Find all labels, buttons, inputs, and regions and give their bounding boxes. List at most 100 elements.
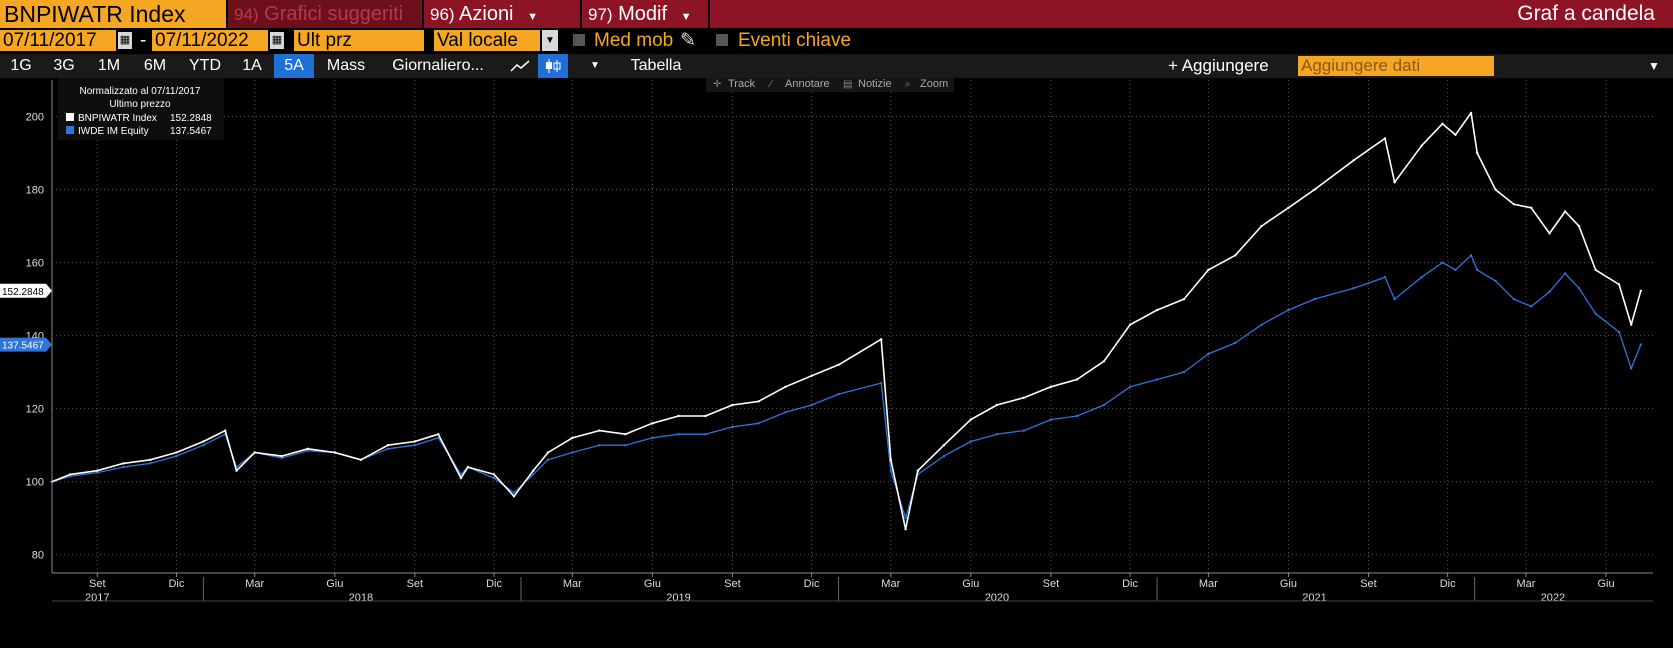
data-point (904, 528, 907, 531)
data-point (969, 418, 972, 421)
x-tick-label: Mar (1199, 578, 1218, 590)
data-point (1313, 297, 1316, 301)
pencil-icon[interactable]: ✎ (680, 30, 696, 51)
legend-value-2: 137.5467 (170, 126, 212, 137)
period-mass[interactable]: Mass (326, 57, 366, 74)
calendar-icon[interactable]: ▦ (270, 32, 284, 49)
data-point (1454, 133, 1457, 136)
chart-legend: Normalizzato al 07/11/2017 Ultimo prezzo… (58, 78, 224, 140)
data-point (512, 495, 516, 498)
data-point (413, 444, 416, 447)
data-point (1476, 151, 1479, 155)
frequency-select[interactable]: Giornaliero... (392, 57, 484, 74)
dropdown-arrow-icon[interactable]: ▼ (542, 30, 558, 51)
data-point (1128, 323, 1132, 326)
data-point (1234, 341, 1237, 345)
tool-track[interactable]: Track (728, 78, 756, 90)
data-point (969, 440, 972, 443)
data-point (1420, 144, 1423, 147)
options-menu-icon[interactable]: ▼ (1648, 59, 1660, 73)
data-point (1182, 297, 1186, 301)
data-point (1548, 232, 1551, 235)
period-1m[interactable]: 1M (97, 57, 121, 74)
data-point (333, 451, 336, 454)
menu-label: Azioni (459, 3, 514, 25)
data-point (1441, 122, 1444, 125)
data-point (651, 436, 654, 440)
y-tick-label: 80 (32, 550, 44, 562)
period-ytd[interactable]: YTD (189, 57, 221, 74)
y-tick-label: 120 (26, 404, 44, 416)
menu-divider (708, 0, 710, 28)
tool-news[interactable]: Notizie (858, 78, 892, 90)
data-point (1494, 188, 1497, 191)
x-tick-label: Dic (1122, 578, 1138, 590)
legend-subtitle: Ultimo prezzo (109, 99, 171, 110)
x-tick-label: Giu (326, 578, 343, 590)
data-point (1577, 287, 1581, 290)
menu-label: Grafici suggeriti (264, 3, 404, 25)
data-point (1128, 385, 1132, 388)
data-point (810, 403, 813, 407)
data-point (306, 449, 309, 452)
year-label: 2018 (349, 592, 373, 604)
suggested-charts-menu[interactable]: 94) Grafici suggeriti (226, 0, 422, 28)
chart-type-label[interactable]: Graf a candela (1517, 2, 1655, 25)
data-point (386, 444, 390, 447)
x-tick-label: Set (89, 578, 106, 590)
data-point (280, 456, 283, 460)
tool-zoom[interactable]: Zoom (920, 78, 948, 90)
data-point (904, 517, 907, 520)
edit-menu[interactable]: 97) Modif ▼ (580, 0, 708, 28)
data-point (122, 465, 125, 469)
add-data-input[interactable]: Aggiungere dati (1298, 56, 1494, 76)
data-point (995, 403, 999, 407)
currency-select[interactable]: Val locale (434, 30, 540, 51)
data-point (1639, 343, 1643, 346)
y-tick-label: 160 (26, 258, 44, 270)
candlestick-icon[interactable] (538, 54, 568, 78)
table-button[interactable]: Tabella (630, 57, 682, 74)
data-point (1075, 378, 1079, 381)
data-point (1102, 403, 1106, 407)
actions-menu[interactable]: 96) Azioni ▼ (422, 0, 580, 28)
data-point (1594, 312, 1597, 315)
start-date-input[interactable]: 07/11/2017 (0, 30, 116, 51)
end-date-input[interactable]: 07/11/2022 (152, 30, 268, 51)
add-button[interactable]: + Aggiungere (1168, 56, 1269, 75)
period-3g[interactable]: 3G (53, 57, 75, 74)
menu-number: 97) (588, 5, 613, 24)
data-point (1441, 261, 1444, 264)
ticker-field[interactable]: BNPIWATR Index (0, 0, 226, 28)
legend-series-2: IWDE IM Equity (78, 126, 149, 137)
x-tick-label: Giu (644, 578, 661, 590)
data-point (1207, 352, 1210, 356)
period-1g[interactable]: 1G (10, 57, 32, 74)
data-point (149, 462, 152, 465)
period-6m[interactable]: 6M (143, 57, 167, 74)
data-point (1512, 203, 1516, 206)
data-point (280, 454, 283, 458)
calendar-icon[interactable]: ▦ (118, 32, 132, 49)
data-point (995, 433, 999, 436)
key-events-checkbox[interactable] (716, 34, 728, 46)
data-point (731, 403, 734, 407)
data-point (942, 454, 946, 458)
key-events-label: Eventi chiave (738, 30, 852, 51)
line-chart-icon[interactable] (506, 54, 534, 78)
chart-style-dropdown-icon[interactable]: ▼ (590, 60, 600, 71)
data-point (1260, 224, 1263, 228)
legend-swatch-2 (66, 126, 74, 134)
data-point (459, 473, 463, 476)
data-point (512, 491, 516, 494)
price-field-input[interactable]: Ult prz (294, 30, 424, 51)
price-chart[interactable]: Track Annotare Notizie Zoom ✛ ∕ ▤ ⌕ 80 10… (0, 78, 1673, 648)
moving-average-checkbox[interactable] (573, 34, 585, 46)
data-point (1512, 297, 1516, 301)
period-1a[interactable]: 1A (242, 57, 262, 74)
data-point (202, 444, 205, 447)
data-point (1420, 276, 1423, 279)
tool-annotate[interactable]: Annotare (785, 78, 830, 90)
period-5a[interactable]: 5A (274, 54, 314, 78)
annotate-icon: ∕ (767, 79, 773, 90)
